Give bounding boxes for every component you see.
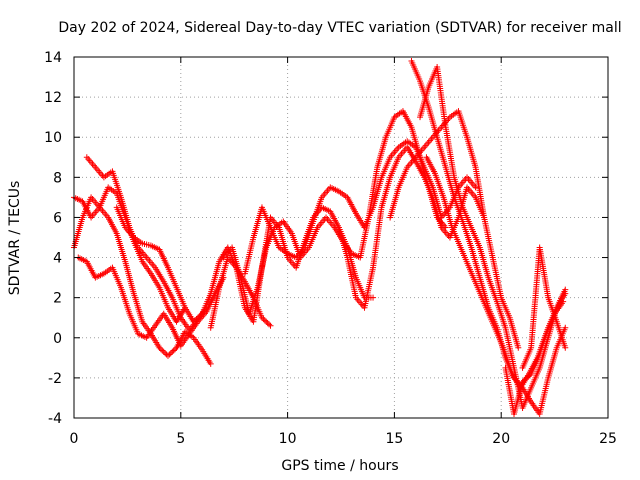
data-point-marker bbox=[267, 322, 274, 329]
x-tick-label: 0 bbox=[70, 431, 79, 447]
x-tick-label: 5 bbox=[176, 431, 185, 447]
series-pass-8 bbox=[241, 138, 479, 277]
data-point-marker bbox=[472, 184, 479, 191]
data-point-marker bbox=[193, 316, 200, 323]
data-point-marker bbox=[264, 320, 271, 327]
x-tick-label: 10 bbox=[279, 431, 297, 447]
data-point-marker bbox=[562, 324, 569, 331]
y-tick-label: 4 bbox=[53, 251, 62, 267]
series-pass-10 bbox=[387, 108, 522, 351]
data-point-marker bbox=[207, 360, 214, 367]
data-point-marker bbox=[523, 374, 530, 381]
data-point-marker bbox=[196, 313, 203, 320]
y-tick-label: 12 bbox=[44, 90, 62, 106]
data-point-marker bbox=[258, 314, 265, 321]
data-point-marker bbox=[162, 350, 169, 357]
data-point-marker bbox=[519, 378, 526, 385]
chart-title: Day 202 of 2024, Sidereal Day-to-day VTE… bbox=[58, 20, 621, 36]
x-tick-label: 15 bbox=[385, 431, 403, 447]
y-tick-label: 14 bbox=[44, 50, 62, 66]
series-pass-9 bbox=[335, 144, 488, 311]
data-point-marker bbox=[263, 318, 270, 325]
data-point-marker bbox=[160, 348, 167, 355]
series-pass-14 bbox=[502, 286, 569, 417]
x-tick-label: 25 bbox=[599, 431, 617, 447]
data-point-marker bbox=[260, 316, 267, 323]
y-tick-label: -4 bbox=[48, 411, 62, 427]
data-point-marker bbox=[164, 352, 171, 359]
plot-frame bbox=[73, 56, 609, 419]
axis-layer: 0 5 10 15 20 25 -4 -2 0 2 4 6 8 10 12 14 bbox=[44, 50, 617, 447]
series-pass-12 bbox=[417, 64, 569, 411]
data-point-marker bbox=[197, 312, 204, 319]
data-point-marker bbox=[156, 344, 163, 351]
data-point-marker bbox=[172, 346, 179, 353]
y-tick-label: 2 bbox=[53, 291, 62, 307]
data-point-marker bbox=[166, 351, 173, 358]
y-axis-title: SDTVAR / TECUs bbox=[7, 181, 23, 296]
data-point-marker bbox=[190, 318, 197, 325]
data-point-marker bbox=[192, 317, 199, 324]
data-point-marker bbox=[562, 286, 569, 293]
data-point-marker bbox=[522, 376, 529, 383]
data-point-marker bbox=[520, 377, 527, 384]
y-tick-label: 10 bbox=[44, 130, 62, 146]
data-point-marker bbox=[170, 347, 177, 354]
data-point-marker bbox=[560, 298, 567, 305]
data-point-marker bbox=[194, 314, 201, 321]
y-tick-label: 8 bbox=[53, 170, 62, 186]
data-point-marker bbox=[266, 321, 273, 328]
series-pass-15 bbox=[519, 244, 569, 371]
y-tick-label: -2 bbox=[48, 371, 62, 387]
data-point-marker bbox=[159, 347, 166, 354]
y-tick-label: 6 bbox=[53, 210, 62, 226]
data-point-marker bbox=[515, 344, 522, 351]
data-point-marker bbox=[261, 317, 268, 324]
x-axis-title: GPS time / hours bbox=[281, 458, 398, 474]
data-point-marker bbox=[525, 373, 532, 380]
x-tick-label: 20 bbox=[492, 431, 510, 447]
data-layer bbox=[71, 58, 569, 417]
data-point-marker bbox=[526, 372, 533, 379]
data-point-marker bbox=[169, 348, 176, 355]
data-point-marker bbox=[562, 344, 569, 351]
data-point-marker bbox=[157, 346, 164, 353]
data-point-marker bbox=[167, 350, 174, 357]
data-point-marker bbox=[370, 294, 377, 301]
y-tick-label: 0 bbox=[53, 331, 62, 347]
